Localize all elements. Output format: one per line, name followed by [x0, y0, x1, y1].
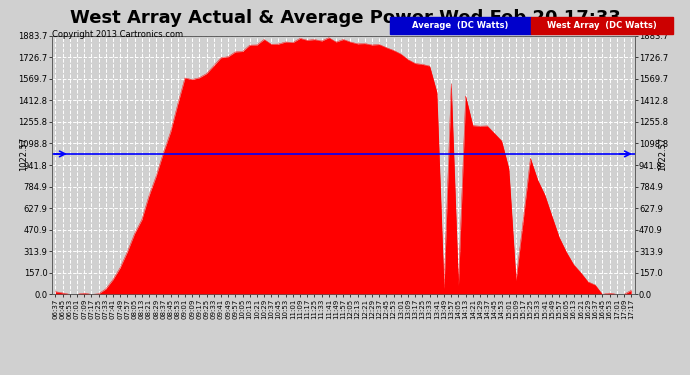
Text: West Array  (DC Watts): West Array (DC Watts) [547, 21, 657, 30]
Text: West Array Actual & Average Power Wed Feb 20 17:33: West Array Actual & Average Power Wed Fe… [70, 9, 620, 27]
Text: Copyright 2013 Cartronics.com: Copyright 2013 Cartronics.com [52, 30, 183, 39]
Text: 1022.57: 1022.57 [19, 137, 28, 171]
Text: Average  (DC Watts): Average (DC Watts) [413, 21, 509, 30]
Text: 1022.57: 1022.57 [658, 137, 667, 171]
